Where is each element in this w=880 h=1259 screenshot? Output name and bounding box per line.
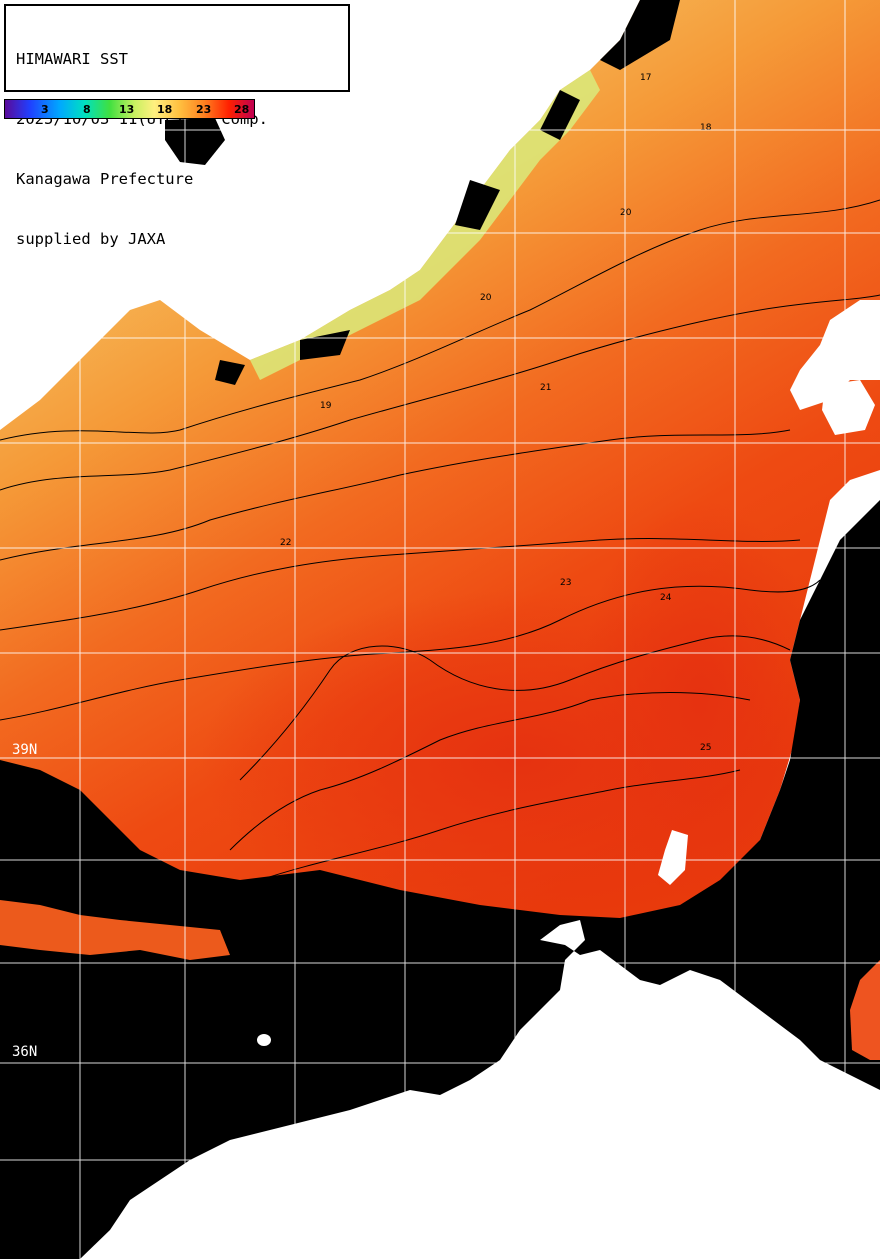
contour-label: 17: [640, 73, 651, 83]
title-line-3: Kanagawa Prefecture: [16, 170, 194, 188]
scale-tick: 28: [234, 103, 250, 116]
contour-label: 25: [700, 743, 711, 753]
island-inner: [658, 830, 688, 885]
latitude-label-39n: 39N: [12, 742, 38, 758]
land-east-peninsula: [790, 300, 880, 410]
warm-core-east: [580, 500, 820, 900]
contour-label: 24: [660, 593, 672, 603]
contour-label: 23: [560, 578, 571, 588]
contour-label: 20: [620, 208, 632, 218]
scale-tick: 13: [119, 103, 135, 116]
contour-label: 22: [280, 538, 291, 548]
scale-tick: 8: [83, 103, 91, 116]
scale-tick: 3: [41, 103, 49, 116]
islet: [257, 1034, 271, 1046]
contour-label-group: 17 18 19 20 20 21 22 23 24 25: [280, 73, 712, 753]
scale-tick: 18: [157, 103, 173, 116]
coast-nodata: [215, 0, 680, 385]
land-kii: [560, 1170, 600, 1215]
title-line-4: supplied by JAXA: [16, 230, 166, 248]
land-honshu-south: [80, 920, 880, 1259]
island-east: [822, 380, 875, 435]
title-box: HIMAWARI SST 2025/10/03 11(UTC) 3H Comp.…: [4, 4, 350, 248]
contour-lines: [0, 199, 880, 881]
scale-tick: 23: [196, 103, 212, 116]
contour-label: 21: [540, 383, 551, 393]
sea-patch-southeast: [850, 960, 880, 1060]
sea-patch-southwest: [0, 900, 230, 960]
contour-label: 19: [320, 401, 332, 411]
coast-fringe: [250, 70, 600, 380]
contour-label: 18: [700, 123, 712, 133]
latitude-label-36n: 36N: [12, 1044, 38, 1060]
contour-label: 20: [480, 293, 492, 303]
title-line-1: HIMAWARI SST: [16, 50, 128, 68]
color-scale-bar: 3 8 13 18 23 28: [4, 99, 255, 119]
